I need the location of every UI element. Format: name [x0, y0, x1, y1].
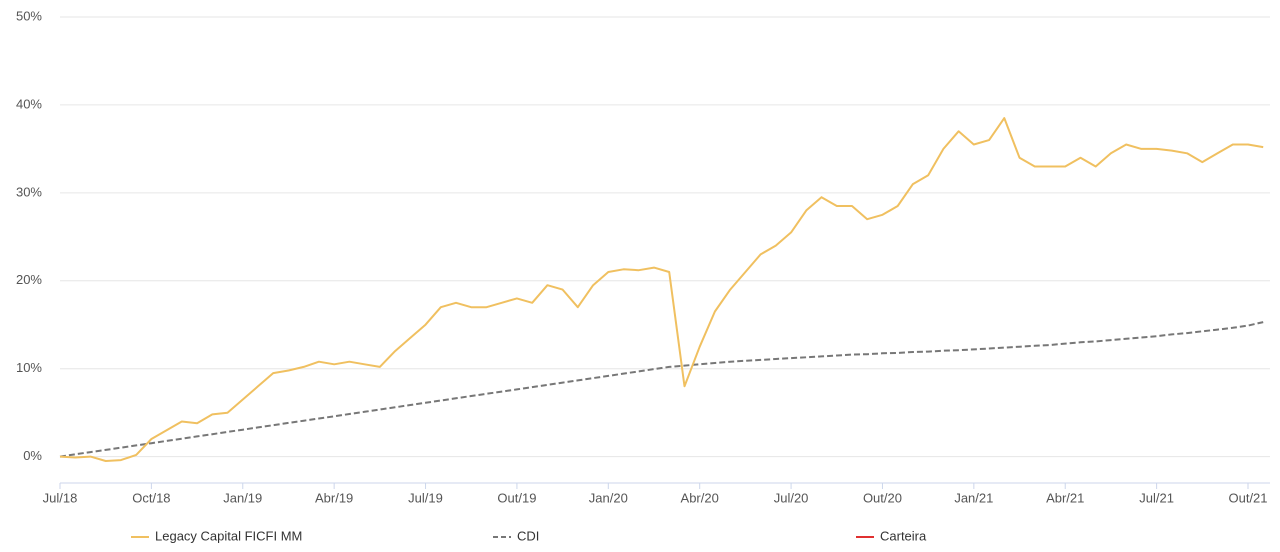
x-tick-label: Jul/18	[43, 490, 78, 505]
x-tick-label: Jul/19	[408, 490, 443, 505]
y-tick-label: 10%	[16, 360, 42, 375]
x-tick-label: Jan/19	[223, 490, 262, 505]
legend-label: Carteira	[880, 528, 927, 543]
x-tick-label: Abr/19	[315, 490, 353, 505]
x-tick-label: Abr/20	[681, 490, 719, 505]
y-tick-label: 40%	[16, 96, 42, 111]
x-tick-label: Oct/18	[132, 490, 170, 505]
x-tick-label: Jul/21	[1139, 490, 1174, 505]
y-tick-label: 0%	[23, 448, 42, 463]
y-tick-label: 50%	[16, 8, 42, 23]
x-tick-label: Jul/20	[774, 490, 809, 505]
y-tick-label: 20%	[16, 272, 42, 287]
x-tick-label: Jan/21	[954, 490, 993, 505]
series-line	[59, 321, 1264, 458]
x-tick-label: Out/21	[1228, 490, 1267, 505]
x-tick-label: Out/19	[497, 490, 536, 505]
x-tick-label: Out/20	[863, 490, 902, 505]
legend-label: CDI	[517, 528, 539, 543]
series-line	[59, 117, 1264, 462]
legend-item: CDI	[493, 528, 539, 543]
legend-item: Legacy Capital FICFI MM	[131, 528, 302, 543]
y-tick-label: 30%	[16, 184, 42, 199]
legend-label: Legacy Capital FICFI MM	[155, 528, 302, 543]
x-tick-label: Jan/20	[589, 490, 628, 505]
x-tick-label: Abr/21	[1046, 490, 1084, 505]
legend-item: Carteira	[856, 528, 927, 543]
